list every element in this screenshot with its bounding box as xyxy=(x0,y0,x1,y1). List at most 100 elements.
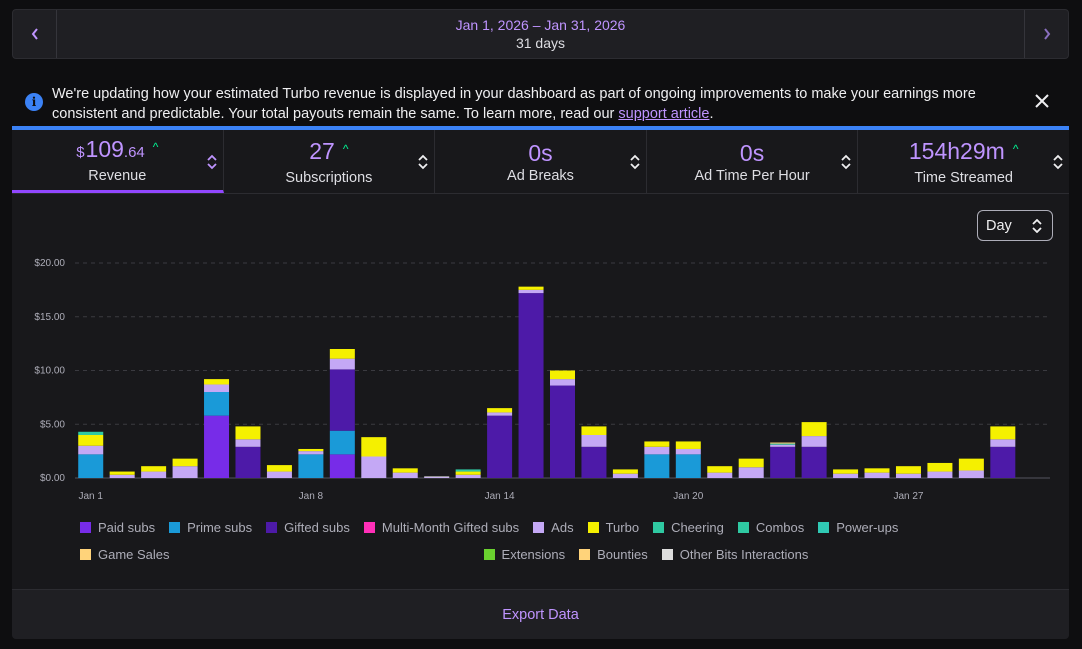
bar-segment-turbo[interactable] xyxy=(172,458,198,467)
bar-segment-ads[interactable] xyxy=(78,445,104,455)
next-period-button[interactable] xyxy=(1024,10,1068,58)
bar-segment-ads[interactable] xyxy=(895,473,921,478)
bar-segment-turbo[interactable] xyxy=(392,468,418,473)
metric-tab-revenue[interactable]: $109.64 ^ Revenue xyxy=(12,130,224,193)
legend-item[interactable]: Multi-Month Gifted subs xyxy=(363,514,519,541)
bar-segment-ads[interactable] xyxy=(109,474,135,478)
bar-segment-turbo[interactable] xyxy=(266,465,292,472)
support-article-link[interactable]: support article xyxy=(618,106,710,122)
bar-segment-turbo[interactable] xyxy=(864,468,890,473)
previous-period-button[interactable] xyxy=(13,10,57,58)
bar-segment-ads[interactable] xyxy=(707,472,733,478)
legend-item[interactable]: Other Bits Interactions xyxy=(661,541,808,568)
bar-segment-turbo[interactable] xyxy=(518,286,544,290)
legend-item[interactable]: Prime subs xyxy=(169,514,252,541)
bar-segment-ads[interactable] xyxy=(675,448,701,455)
legend-item[interactable]: Paid subs xyxy=(80,514,155,541)
legend-item[interactable]: Cheering xyxy=(653,514,724,541)
bar-segment-turbo[interactable] xyxy=(455,471,481,475)
bar-segment-paid[interactable] xyxy=(329,454,355,478)
bar-segment-turbo[interactable] xyxy=(361,437,387,457)
metric-tab-subscriptions[interactable]: 27 ^ Subscriptions xyxy=(224,130,436,193)
bar-segment-turbo[interactable] xyxy=(550,370,575,380)
bar-segment-gifted[interactable] xyxy=(581,446,607,478)
metric-tab-ad-breaks[interactable]: 0s Ad Breaks xyxy=(435,130,647,193)
bar-segment-gifted[interactable] xyxy=(235,446,261,478)
export-data-button[interactable]: Export Data xyxy=(12,589,1069,639)
bar-segment-turbo[interactable] xyxy=(990,426,1016,440)
bar-segment-gifted[interactable] xyxy=(770,446,796,478)
close-notice-button[interactable] xyxy=(1031,90,1053,112)
bar-segment-ads[interactable] xyxy=(864,472,890,478)
bar-segment-turbo[interactable] xyxy=(581,426,607,435)
bar-segment-ads[interactable] xyxy=(141,471,167,478)
bar-segment-turbo[interactable] xyxy=(78,435,104,446)
bar-segment-ads[interactable] xyxy=(550,379,575,386)
metric-tab-ad-time-per-hour[interactable]: 0s Ad Time Per Hour xyxy=(647,130,859,193)
bar-segment-turbo[interactable] xyxy=(895,466,921,474)
bar-segment-ads[interactable] xyxy=(612,473,638,478)
bar-segment-ads[interactable] xyxy=(958,470,984,478)
bar-segment-ads[interactable] xyxy=(833,473,859,478)
bar-segment-ads[interactable] xyxy=(990,439,1016,447)
bar-segment-ads[interactable] xyxy=(770,444,796,447)
bar-segment-ads[interactable] xyxy=(487,412,513,416)
bar-segment-cheering[interactable] xyxy=(455,469,481,472)
bar-segment-gifted[interactable] xyxy=(550,385,575,478)
bar-segment-ads[interactable] xyxy=(927,471,953,478)
bar-segment-ads[interactable] xyxy=(298,451,324,455)
legend-item[interactable]: Turbo xyxy=(587,514,639,541)
bar-segment-prime[interactable] xyxy=(204,392,230,416)
bar-segment-ads[interactable] xyxy=(204,384,230,392)
bar-segment-gifted[interactable] xyxy=(329,369,355,431)
bar-segment-turbo[interactable] xyxy=(958,458,984,471)
bar-segment-turbo[interactable] xyxy=(487,408,513,413)
bar-segment-prime[interactable] xyxy=(78,454,104,478)
legend-item[interactable]: Combos xyxy=(737,514,804,541)
bar-segment-gifted[interactable] xyxy=(801,446,827,478)
bar-segment-ads[interactable] xyxy=(392,472,418,478)
bar-segment-ads[interactable] xyxy=(644,446,670,455)
bar-segment-turbo[interactable] xyxy=(109,471,135,475)
bar-segment-ads[interactable] xyxy=(424,476,450,478)
legend-item[interactable]: Gifted subs xyxy=(266,514,350,541)
bar-segment-turbo[interactable] xyxy=(612,469,638,474)
legend-item[interactable]: Bounties xyxy=(579,541,648,568)
bar-segment-ads[interactable] xyxy=(518,289,544,294)
bar-segment-turbo[interactable] xyxy=(707,466,733,473)
bar-segment-prime[interactable] xyxy=(298,454,324,478)
bar-segment-gifted[interactable] xyxy=(487,415,513,478)
bar-segment-turbo[interactable] xyxy=(204,379,230,385)
bar-segment-ads[interactable] xyxy=(581,435,607,447)
bar-segment-turbo[interactable] xyxy=(675,441,701,449)
granularity-select[interactable]: Day xyxy=(977,210,1053,241)
bar-segment-cheering[interactable] xyxy=(770,443,796,445)
bar-segment-ads[interactable] xyxy=(455,474,481,478)
bar-segment-ads[interactable] xyxy=(266,471,292,478)
bar-segment-ads[interactable] xyxy=(738,467,764,478)
bar-segment-turbo[interactable] xyxy=(235,426,261,440)
date-range-display[interactable]: Jan 1, 2026 – Jan 31, 2026 31 days xyxy=(57,10,1024,58)
bar-segment-turbo[interactable] xyxy=(141,466,167,472)
bar-segment-prime[interactable] xyxy=(644,454,670,478)
bar-segment-prime[interactable] xyxy=(675,454,701,478)
bar-segment-games[interactable] xyxy=(770,442,796,444)
legend-item[interactable]: Game Sales xyxy=(80,541,170,568)
legend-item[interactable]: Extensions xyxy=(483,541,565,568)
bar-segment-ads[interactable] xyxy=(801,436,827,447)
bar-segment-cheering[interactable] xyxy=(78,431,104,435)
bar-segment-ads[interactable] xyxy=(329,358,355,370)
bar-segment-turbo[interactable] xyxy=(329,349,355,359)
bar-segment-turbo[interactable] xyxy=(644,441,670,447)
legend-item[interactable]: Power-ups xyxy=(818,514,898,541)
bar-segment-turbo[interactable] xyxy=(833,469,859,474)
bar-segment-other[interactable] xyxy=(424,476,450,478)
bar-segment-paid[interactable] xyxy=(204,415,230,478)
legend-item[interactable]: Ads xyxy=(533,514,574,541)
bar-segment-ads[interactable] xyxy=(172,466,198,478)
metric-tab-time-streamed[interactable]: 154h29m ^ Time Streamed xyxy=(858,130,1069,193)
bar-segment-turbo[interactable] xyxy=(801,422,827,437)
bar-segment-gifted[interactable] xyxy=(518,293,544,478)
bar-segment-ads[interactable] xyxy=(361,456,387,479)
bar-segment-ads[interactable] xyxy=(235,439,261,447)
